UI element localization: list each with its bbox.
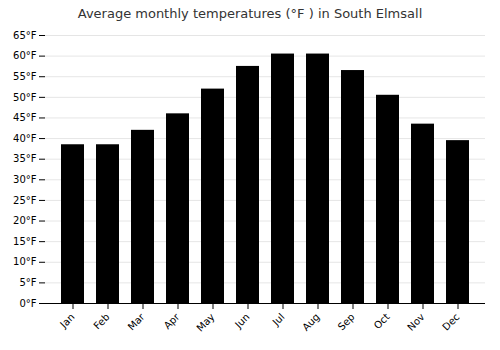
svg-text:Jan: Jan (57, 311, 76, 330)
html-text:Average monthly temperatures (: Average monthly temperatures (°F ) in So… (77, 6, 423, 21)
svg-text:Oct: Oct (372, 311, 392, 331)
svg-text:35°F: 35°F (13, 153, 37, 164)
svg-text:Nov: Nov (405, 311, 427, 333)
svg-text:40°F: 40°F (13, 133, 37, 144)
svg-text:5°F: 5°F (19, 277, 36, 288)
svg-text:30°F: 30°F (13, 174, 37, 185)
svg-text:Dec: Dec (440, 311, 461, 332)
svg-text:25°F: 25°F (13, 195, 37, 206)
svg-text:15°F: 15°F (13, 236, 37, 247)
svg-text:Aug: Aug (300, 311, 322, 333)
svg-text:Feb: Feb (91, 311, 111, 331)
svg-text:Apr: Apr (162, 311, 183, 332)
svg-text:10°F: 10°F (13, 256, 37, 267)
svg-text:45°F: 45°F (13, 112, 37, 123)
svg-text:60°F: 60°F (13, 50, 37, 61)
svg-text:Jun: Jun (232, 311, 252, 331)
svg-text:May: May (194, 311, 216, 333)
svg-text:Jul: Jul (270, 311, 287, 328)
svg-text:50°F: 50°F (13, 92, 37, 103)
svg-text:55°F: 55°F (13, 71, 37, 82)
svg-text:Mar: Mar (126, 311, 148, 333)
svg-text:65°F: 65°F (13, 30, 37, 41)
svg-text:20°F: 20°F (13, 215, 37, 226)
svg-text:Sep: Sep (336, 311, 357, 332)
svg-text:0°F: 0°F (19, 298, 36, 309)
